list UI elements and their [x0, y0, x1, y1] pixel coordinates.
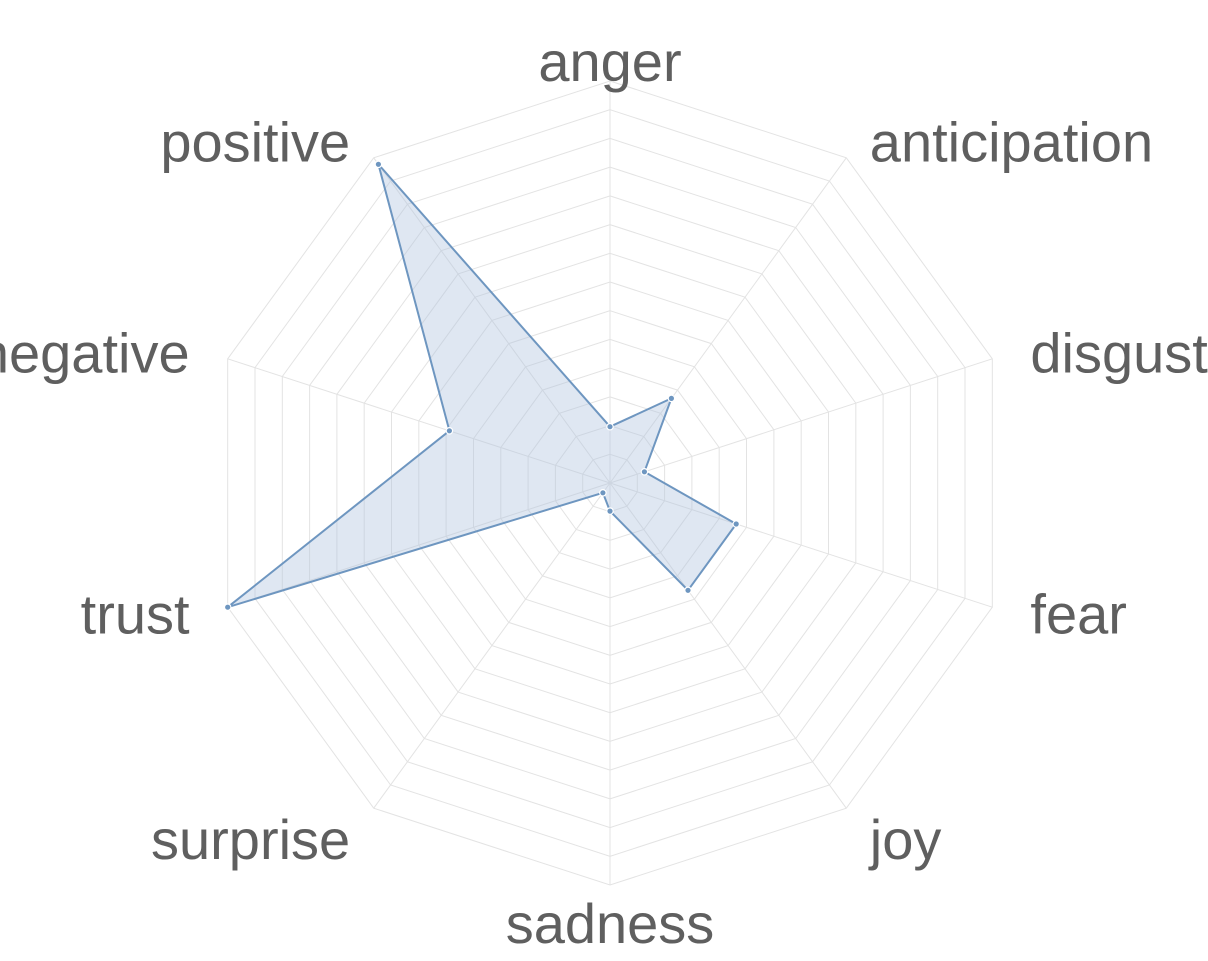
axis-label-negative: negative	[0, 322, 190, 385]
data-point-anger[interactable]	[606, 422, 614, 431]
axis-spoke-joy	[609, 482, 847, 809]
data-point-negative[interactable]	[445, 426, 454, 435]
axis-label-disgust: disgust	[1030, 322, 1208, 385]
axis-label-fear: fear	[1030, 582, 1127, 645]
data-point-fear[interactable]	[732, 520, 741, 528]
axis-spoke-surprise	[373, 482, 611, 809]
axis-spoke-anticipation	[609, 157, 847, 484]
axis-label-positive: positive	[160, 111, 350, 174]
radar-axis-labels: anger anticipation disgust fear joy sadness su…	[0, 30, 1208, 955]
axis-label-sadness: sadness	[506, 892, 715, 955]
axis-spoke-positive	[373, 157, 611, 484]
axis-label-anger: anger	[538, 30, 681, 93]
data-point-positive[interactable]	[374, 160, 383, 169]
data-point-anticipation[interactable]	[667, 394, 676, 403]
data-point-surprise[interactable]	[599, 488, 607, 497]
axis-spoke-negative	[227, 358, 611, 484]
axis-label-trust: trust	[81, 582, 190, 645]
axis-spoke-fear	[609, 482, 993, 608]
data-point-disgust[interactable]	[640, 467, 649, 476]
radar-grid	[227, 80, 993, 886]
radar-series	[223, 160, 741, 612]
axis-label-joy: joy	[868, 808, 942, 871]
data-point-joy[interactable]	[684, 586, 692, 595]
series-area	[226, 163, 738, 609]
axis-spoke-trust	[227, 482, 611, 608]
axis-label-surprise: surprise	[151, 808, 350, 871]
data-point-trust[interactable]	[223, 603, 232, 612]
axis-spoke-disgust	[609, 358, 993, 484]
data-point-sadness[interactable]	[606, 507, 614, 515]
axis-label-anticipation: anticipation	[870, 111, 1153, 174]
